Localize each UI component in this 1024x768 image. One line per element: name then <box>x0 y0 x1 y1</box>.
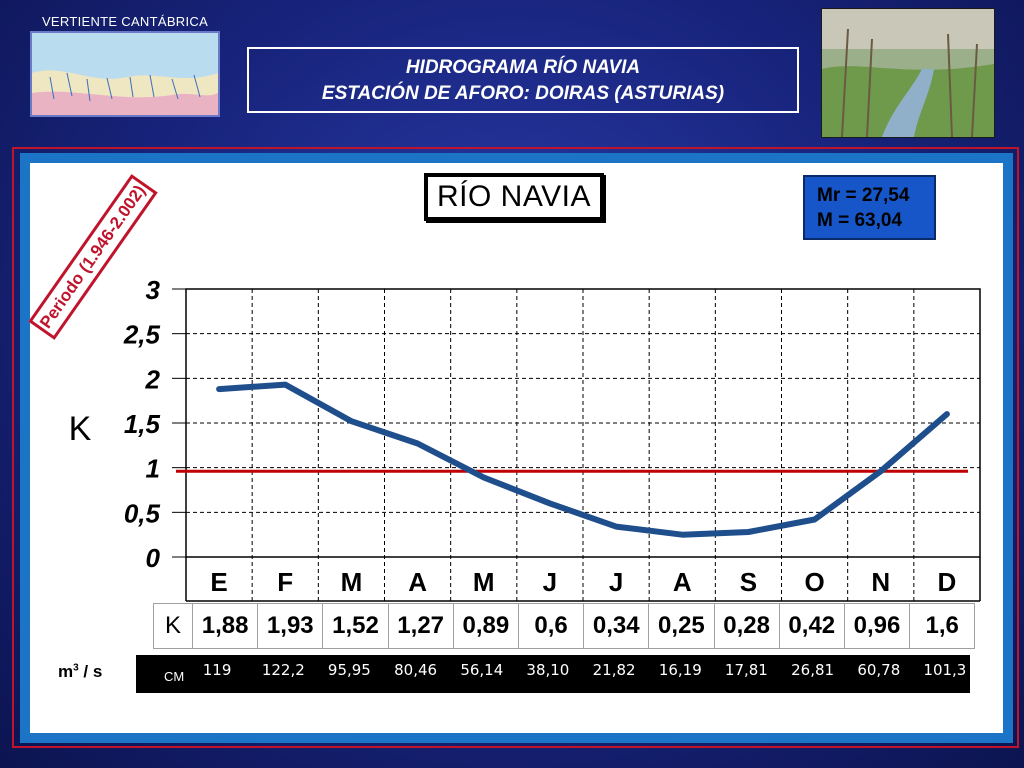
k-value-cell: 1,52 <box>322 603 389 649</box>
x-category-label: E <box>210 567 227 597</box>
k-value-cell: 0,28 <box>713 603 780 649</box>
y-axis-label: K <box>69 410 92 448</box>
y-tick-label: 2,5 <box>123 320 161 350</box>
cm-value: 17,81 <box>724 661 768 679</box>
cm-label: CM <box>164 669 185 684</box>
y-tick-label: 0 <box>146 543 161 573</box>
k-values-table: K 1,88 1,93 1,52 1,27 0,89 0,6 0,34 0,25 0,28 0,4… <box>153 603 976 649</box>
cm-value: 56,14 <box>460 661 504 679</box>
y-tick-label: 2 <box>145 364 161 394</box>
series-line <box>216 381 950 538</box>
units-label: m3 / s <box>58 662 102 682</box>
k-value-cell: 0,25 <box>648 603 715 649</box>
x-category-label: J <box>609 567 623 597</box>
title-line-2: ESTACIÓN DE AFORO: DOIRAS (ASTURIAS) <box>321 83 725 104</box>
units-suffix: / s <box>78 662 103 681</box>
cm-value: 95,95 <box>327 661 371 679</box>
y-tick-label: 1 <box>146 454 160 484</box>
x-category-label: M <box>473 567 495 597</box>
cm-value: 21,82 <box>592 661 636 679</box>
cm-value: 60,78 <box>857 661 901 679</box>
cm-values-strip: CM 119 122,2 95,95 80,46 56,14 38,10 21,82 16,1… <box>136 655 970 693</box>
k-value-cell: 0,89 <box>452 603 519 649</box>
x-category-label: D <box>938 567 957 597</box>
y-tick-label: 3 <box>146 275 161 305</box>
k-value-cell: 0,34 <box>583 603 650 649</box>
cm-value: 122,2 <box>261 661 305 679</box>
page-title: HIDROGRAMA RÍO NAVIA ESTACIÓN DE AFORO: … <box>247 47 799 113</box>
k-value-cell: 1,88 <box>191 603 259 649</box>
units-base: m <box>58 662 74 681</box>
x-category-label: S <box>740 567 757 597</box>
x-category-label: A <box>408 567 427 597</box>
river-name-box: RÍO NAVIA <box>424 173 604 221</box>
title-line-1: HIDROGRAMA RÍO NAVIA <box>405 57 641 78</box>
river-photo <box>821 8 995 138</box>
map-thumbnail: VERTIENTE CANTÁBRICA <box>30 14 220 117</box>
cm-value: 16,19 <box>658 661 702 679</box>
k-value-cell: 0,96 <box>843 603 911 649</box>
cm-value: 101,3 <box>923 661 967 679</box>
map-label: VERTIENTE CANTÁBRICA <box>41 14 209 29</box>
k-row-label: K <box>153 603 193 649</box>
x-category-label: N <box>871 567 890 597</box>
units-superscript: 3 <box>73 662 79 674</box>
cm-value: 80,46 <box>394 661 438 679</box>
region-map-image <box>30 31 220 117</box>
flow-summary-box: Mr = 27,54 M = 63,04 <box>803 175 936 240</box>
k-values-row: K 1,88 1,93 1,52 1,27 0,89 0,6 0,34 0,25 0,28 0,4… <box>153 603 976 649</box>
y-tick-label: 0,5 <box>124 498 161 528</box>
k-value-cell: 1,93 <box>257 603 324 649</box>
x-category-label: F <box>277 567 293 597</box>
k-value-cell: 1,27 <box>387 603 454 649</box>
x-category-label: A <box>673 567 692 597</box>
x-category-label: M <box>341 567 363 597</box>
x-category-label: J <box>543 567 557 597</box>
mr-value: Mr = 27,54 <box>817 185 910 206</box>
panel-outer-border <box>12 147 1019 748</box>
k-value-cell: 1,6 <box>909 603 976 649</box>
k-value-cell: 0,6 <box>517 603 585 649</box>
y-tick-label: 1,5 <box>124 409 161 439</box>
cm-value: 119 <box>202 661 232 679</box>
cm-value: 26,81 <box>791 661 835 679</box>
k-value-cell: 0,42 <box>778 603 845 649</box>
cm-value: 38,10 <box>526 661 570 679</box>
m-value: M = 63,04 <box>817 210 903 231</box>
x-category-label: O <box>804 567 824 597</box>
